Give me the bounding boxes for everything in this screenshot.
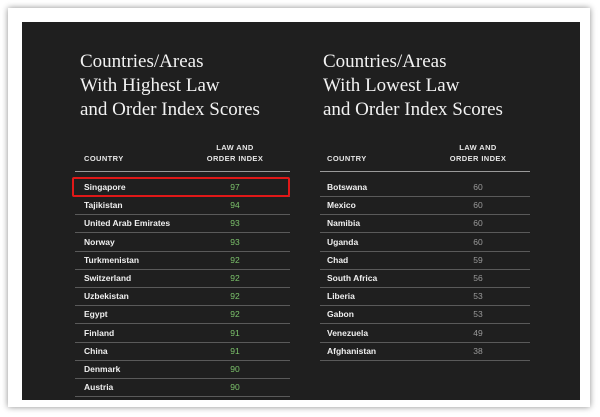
column-header: COUNTRY — [327, 154, 367, 163]
country-name: United Arab Emirates — [84, 218, 171, 229]
table-row — [320, 178, 530, 197]
country-name: Venezuela — [327, 327, 369, 338]
index-score: 92 — [230, 273, 240, 283]
index-score: 90 — [230, 364, 240, 374]
index-score: 93 — [230, 218, 240, 229]
country-name: Switzerland — [84, 273, 132, 283]
table-row — [320, 251, 530, 270]
country-name: Singapore — [84, 182, 126, 192]
table-row — [75, 251, 290, 270]
table-title: and Order Index Scores — [323, 99, 503, 120]
country-name: Afghanistan — [327, 345, 377, 356]
country-name: Denmark — [84, 364, 121, 374]
table-title: Countries/Areas — [80, 51, 204, 72]
panel — [22, 22, 580, 400]
index-score: 60 — [473, 182, 483, 192]
country-name: South Africa — [327, 273, 378, 283]
header-rule — [75, 171, 290, 172]
index-score: 93 — [230, 236, 240, 247]
column-header: COUNTRY — [84, 154, 124, 163]
country-name: Gabon — [327, 309, 354, 320]
table-row — [75, 342, 290, 361]
header-rule — [320, 171, 530, 172]
table-row — [75, 324, 290, 343]
country-name: Namibia — [327, 218, 361, 229]
index-score: 91 — [230, 345, 240, 356]
country-name: Liberia — [327, 291, 355, 302]
index-score: 60 — [473, 236, 483, 247]
index-score: 94 — [230, 200, 240, 211]
table-row — [320, 196, 530, 216]
table-title: With Highest Law — [80, 75, 220, 96]
country-name: Egypt — [84, 309, 108, 320]
table-row — [75, 196, 290, 216]
index-score: 97 — [230, 182, 240, 192]
index-score: 56 — [473, 273, 483, 283]
table-row — [320, 269, 530, 288]
table-row — [320, 214, 530, 234]
table-title: Countries/Areas — [323, 51, 447, 72]
country-name: Uzbekistan — [84, 291, 129, 302]
country-name: Tajikistan — [84, 200, 123, 211]
column-header: LAW AND — [459, 143, 497, 152]
index-score: 92 — [230, 254, 240, 265]
table-row — [75, 269, 290, 288]
column-header: LAW AND — [216, 143, 254, 152]
table-row — [320, 305, 530, 325]
index-score: 92 — [230, 309, 240, 320]
table-row — [320, 233, 530, 252]
country-name: Mexico — [327, 200, 356, 211]
table-title: With Lowest Law — [323, 75, 460, 96]
country-name: Uganda — [327, 236, 359, 247]
table-title: and Order Index Scores — [80, 99, 260, 120]
table-row — [320, 342, 530, 361]
index-score: 53 — [473, 291, 483, 302]
index-score: 59 — [473, 254, 483, 265]
table-row — [75, 305, 290, 325]
index-score: 91 — [230, 327, 240, 338]
index-score: 90 — [230, 382, 240, 393]
column-header: ORDER INDEX — [449, 154, 507, 163]
index-score: 60 — [473, 200, 483, 211]
index-score: 92 — [230, 291, 240, 302]
table-row — [75, 360, 290, 379]
country-name: China — [84, 345, 108, 356]
index-score: 38 — [473, 345, 483, 356]
index-score: 53 — [473, 309, 483, 320]
table-row — [75, 378, 290, 398]
column-header: ORDER INDEX — [206, 154, 264, 163]
country-name: Chad — [327, 254, 349, 265]
highlight-box — [72, 177, 290, 197]
table-row — [75, 233, 290, 252]
country-name: Austria — [84, 382, 114, 393]
country-name: Finland — [84, 327, 115, 338]
index-score: 60 — [473, 218, 483, 229]
table-row — [75, 214, 290, 234]
country-name: Norway — [84, 236, 115, 247]
table-row — [320, 324, 530, 343]
index-score: 49 — [473, 327, 483, 338]
table-row — [75, 287, 290, 307]
country-name: Botswana — [327, 182, 368, 192]
table-row — [320, 287, 530, 307]
country-name: Turkmenistan — [84, 254, 140, 265]
